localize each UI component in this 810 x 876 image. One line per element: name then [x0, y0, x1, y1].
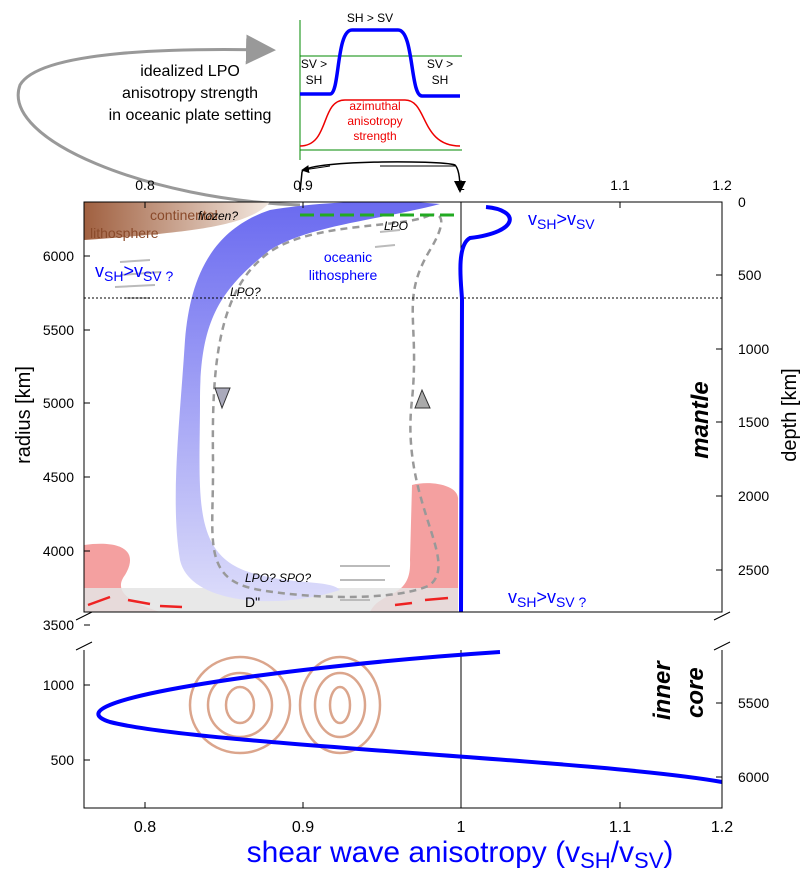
- label: inner: [649, 660, 676, 720]
- caption: in oceanic plate setting: [109, 107, 272, 124]
- caption: anisotropy strength: [122, 85, 258, 102]
- vs-label: vSH>vSV: [528, 209, 595, 232]
- x-tick-label: 0.9: [293, 177, 313, 193]
- x-tick-label: 0.8: [135, 177, 155, 193]
- x-tick-label: 1.1: [610, 177, 630, 193]
- axis-label: radius [km]: [13, 366, 35, 464]
- x-tick-label: 1.2: [711, 819, 733, 836]
- x-tick-label: 1: [457, 819, 466, 836]
- y-tick-label: 500: [738, 267, 762, 283]
- vs-label: vSH>vSV ?: [95, 261, 174, 284]
- axis-label: shear wave anisotropy (vSH/vSV): [247, 836, 674, 871]
- inset-red: anisotropy: [347, 114, 402, 128]
- y-tick-label: 1500: [738, 414, 769, 430]
- label: frozen?: [198, 209, 238, 223]
- inset-left: SH: [306, 73, 323, 87]
- x-tick-label: 0.8: [134, 819, 156, 836]
- y-tick-label: 4000: [43, 543, 74, 559]
- label: D": [245, 594, 260, 610]
- label: LPO: [384, 219, 408, 233]
- label: lithosphere: [90, 225, 159, 241]
- mantle-panel: continental lithosphere frozen? oceanic …: [83, 201, 723, 613]
- x-tick-label: 1.1: [609, 819, 631, 836]
- y-tick-label: 500: [51, 752, 75, 768]
- inset-red: azimuthal: [349, 99, 400, 113]
- x-tick-label: 0.9: [292, 819, 314, 836]
- inset-left: SV >: [301, 57, 327, 71]
- inset-top: SH > SV: [347, 11, 393, 25]
- y-tick-label: 1000: [738, 341, 769, 357]
- label: mantle: [687, 381, 714, 458]
- y-tick-label: 3500: [43, 617, 74, 633]
- core-panel: inner core: [75, 611, 731, 809]
- x-tick-label: 1.2: [712, 177, 732, 193]
- y-tick-label: 4500: [43, 469, 74, 485]
- label: continental: [150, 207, 218, 223]
- label: core: [682, 667, 709, 718]
- y-tick-label: 0: [738, 194, 746, 210]
- y-tick-label: 2000: [738, 488, 769, 504]
- label: lithosphere: [309, 267, 378, 283]
- y-tick-label: 6000: [43, 248, 74, 264]
- inset-right: SV >: [427, 57, 453, 71]
- y-tick-label: 6000: [738, 769, 769, 785]
- label: LPO? SPO?: [245, 571, 311, 585]
- y-tick-label: 5000: [43, 395, 74, 411]
- y-tick-label: 5500: [43, 322, 74, 338]
- y-tick-label: 2500: [738, 562, 769, 578]
- inset-right: SH: [432, 73, 449, 87]
- inset-red: strength: [353, 129, 396, 143]
- axis-label: depth [km]: [779, 368, 801, 461]
- inset: SH > SV SV > SH SV > SH azimuthal anisot…: [16, 11, 466, 207]
- label: LPO?: [230, 285, 261, 299]
- x-tick-label: 1: [457, 177, 465, 193]
- y-tick-label: 1000: [43, 677, 74, 693]
- vs-label: vSH>vSV ?: [508, 587, 587, 610]
- label: oceanic: [324, 249, 372, 265]
- caption: idealized LPO: [140, 63, 240, 80]
- y-tick-label: 5500: [738, 695, 769, 711]
